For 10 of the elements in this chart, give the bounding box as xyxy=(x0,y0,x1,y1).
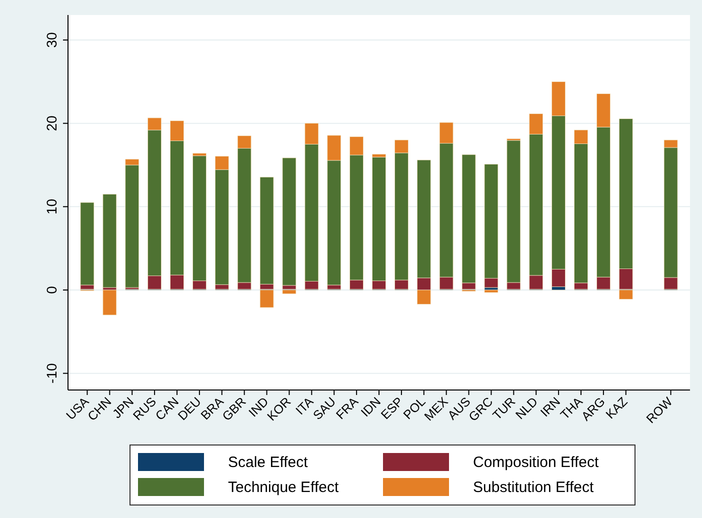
y-tick-label: 20 xyxy=(44,115,60,132)
y-tick-label: 30 xyxy=(44,32,60,48)
legend-label: Technique Effect xyxy=(228,478,340,496)
legend-label: Scale Effect xyxy=(228,454,309,471)
x-tick-label: FRA xyxy=(333,394,362,422)
y-tick-label: 0 xyxy=(44,286,60,294)
legend-label: Composition Effect xyxy=(473,454,600,471)
y-tick-label: 10 xyxy=(44,198,60,214)
y-tick-label: -10 xyxy=(44,363,60,384)
legend-label: Substitution Effect xyxy=(473,478,594,496)
